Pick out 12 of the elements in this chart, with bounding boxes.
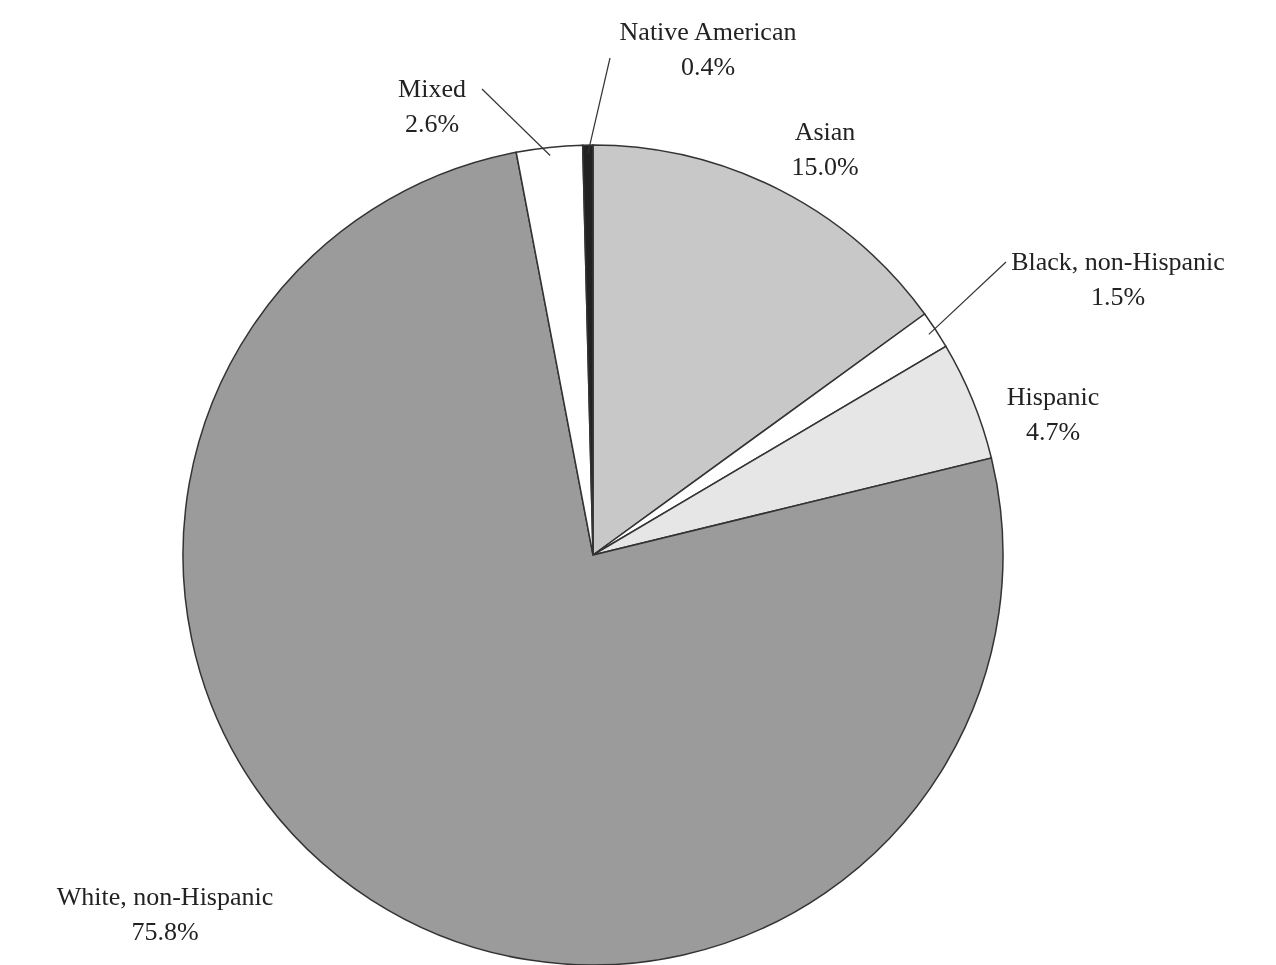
data-label: 15.0% [791,152,859,181]
slice-label: Hispanic [1006,382,1100,411]
data-label: 2.6% [404,109,460,138]
slice-label: Native American [619,17,797,46]
data-label: 0.4% [680,52,736,81]
slice-label: Mixed [398,74,466,103]
data-label: 75.8% [131,917,199,946]
data-label: 1.5% [1090,282,1146,311]
slice-label: White, non-Hispanic [56,882,274,911]
data-label: 4.7% [1025,417,1081,446]
slice-label: Black, non-Hispanic [1011,247,1225,276]
slice-label: Asian [794,117,856,146]
